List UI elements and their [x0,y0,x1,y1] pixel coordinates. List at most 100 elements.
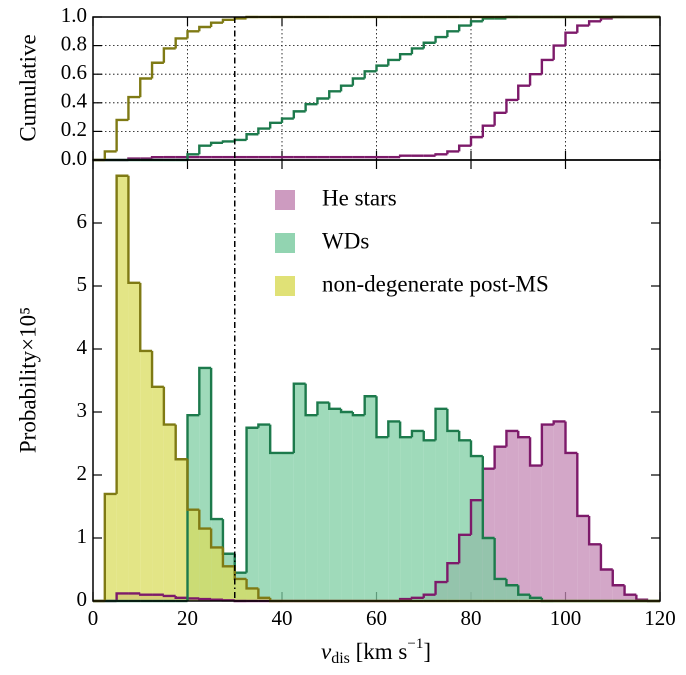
legend-label: He stars [322,185,397,210]
histogram-bar [140,350,153,601]
histogram-bar [482,468,495,601]
cumulative-step [375,64,389,72]
histogram-edge [150,350,164,388]
histogram-edge [493,538,507,581]
cumulative-step [186,153,200,160]
cumulative-step [587,20,601,26]
cumulative-step [505,98,519,113]
histogram-edge [410,596,424,600]
histogram-bar [211,547,223,601]
histogram-edge [268,424,282,455]
histogram-edge [139,593,153,596]
histogram-bar [530,465,542,601]
histogram-bar [411,430,424,601]
cumulative-step [139,77,153,98]
histogram-edge [174,424,188,461]
histogram-bar [128,282,141,601]
histogram-edge [410,429,424,438]
cumulative-step [387,58,401,66]
histogram-edge [540,423,554,466]
histogram-edge [209,528,223,549]
histogram-edge [209,598,223,601]
cumulative-step [221,18,235,23]
histogram-edge [186,459,200,511]
histogram-bar [400,437,412,601]
histogram-edge [446,408,460,433]
cumulative-step [292,110,306,119]
histogram-edge [316,401,330,416]
cumulative-step [174,37,188,49]
cumulative-step [150,155,164,159]
x-label-close: ] [423,639,431,664]
histogram-bar [352,415,365,601]
histogram-bar [565,452,578,601]
y-tick-label: 1 [77,524,88,548]
cumulative-step [221,140,235,143]
cumulative-step [245,133,259,140]
histogram-edge [469,440,483,458]
cumulative-step [481,124,495,138]
histogram-bar [530,597,542,601]
histogram-bar [341,412,353,601]
histogram-bar [506,585,519,601]
histogram-edge [552,420,566,425]
x-tick-label: 100 [550,606,582,630]
histogram-edge [576,452,590,518]
histogram-bar [494,446,507,601]
histogram-edge [115,174,129,494]
histogram-edge [422,430,436,442]
x-tick-label: 60 [366,606,387,630]
histogram-bar [435,408,448,601]
histogram-edge [528,437,542,467]
histogram-edge [245,426,259,573]
histogram-edge [186,597,200,600]
histogram-edge [635,594,649,601]
x-label-sup: −1 [407,636,423,652]
histogram-bar [518,594,531,601]
histogram-edge [587,515,601,546]
histogram-edge [611,569,625,587]
histogram-edge [599,544,613,571]
legend-label: non-degenerate post-MS [322,271,549,296]
y-tick-label: 1.0 [61,3,87,27]
histogram-edge [434,580,448,595]
histogram-bar [388,421,401,601]
x-label-unit: [km s [350,639,408,664]
cumulative-step [115,118,129,152]
histogram-edge [221,519,235,555]
cumulative-step [552,44,566,60]
x-tick-label: 20 [177,606,198,630]
cumulative-step [209,21,223,28]
cumulative-step [469,20,483,26]
x-axis-label: vdis [km s−1] [321,636,431,666]
histogram-bar [199,367,212,601]
histogram-edge [115,592,129,601]
histogram-edge [162,386,176,426]
y-tick-label: 0 [77,587,88,611]
histogram-bar [305,415,318,601]
cumulative-step [493,111,507,126]
histogram-edge [139,282,153,353]
histogram-bar [329,408,342,601]
cumulative-step [268,121,282,129]
histogram-edge [339,408,353,414]
histogram-bar [222,566,235,601]
histogram-edge [162,594,176,598]
histogram-edge [186,413,200,601]
cumulative-step [316,97,330,105]
y-tick-label: 0.8 [61,31,87,55]
cumulative-step [481,17,495,22]
cumulative-step [186,30,200,39]
histogram-bar [364,396,377,601]
histogram-edge [528,594,542,600]
cumulative-step [446,150,460,155]
cumulative-step [434,153,448,156]
cumulative-step [363,70,377,79]
histogram-edge [434,407,448,441]
cumulative-step [328,90,342,99]
cumulative-step [457,24,471,32]
histogram-edge [221,547,235,568]
histogram-bar [600,569,613,601]
histogram-edge [481,456,495,540]
